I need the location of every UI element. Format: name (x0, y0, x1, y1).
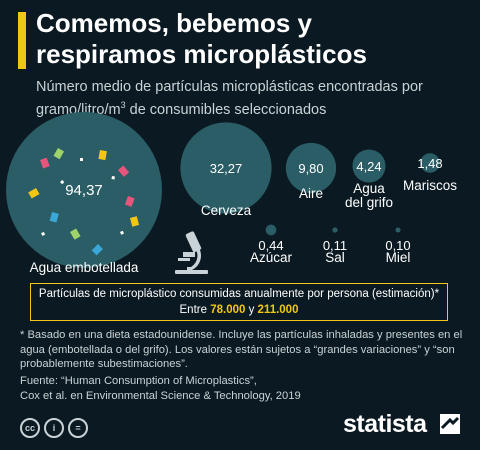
plastic-particle (60, 180, 65, 185)
plastic-particle (111, 176, 115, 180)
bubble-7 (395, 227, 401, 233)
category-label-6: Sal (325, 250, 345, 265)
statista-logo-icon (440, 414, 460, 434)
plastic-particle (124, 196, 135, 207)
value-label-6: 0,11 (323, 238, 347, 253)
value-label-4: 1,48 (417, 156, 442, 171)
title-line-2: respiramos microplásticos (36, 39, 367, 69)
plastic-particle (120, 230, 124, 235)
subtitle-superscript: 3 (120, 100, 126, 110)
callout-high-value: 211.000 (257, 304, 299, 316)
category-label-2: Aire (299, 186, 323, 201)
bubble-2 (285, 142, 337, 194)
license-icons: cc i = (20, 418, 88, 438)
category-label-4: Mariscos (403, 178, 457, 193)
bubble-6 (332, 227, 338, 233)
annual-consumption-callout: Partículas de microplástico consumidas a… (30, 283, 448, 321)
bubbles-layer: 94,37 Agua embotellada 32,27 Cerveza 9,80 Air… (6, 112, 457, 275)
bubble-3 (352, 149, 386, 183)
bubble-1 (180, 122, 272, 214)
plastic-particle (117, 165, 130, 177)
category-label-1: Cerveza (201, 203, 252, 218)
plastic-particle (28, 188, 40, 199)
plastic-particle (49, 212, 59, 223)
plastic-particle (98, 150, 107, 161)
bubble-5 (265, 224, 277, 236)
source-line-1: Fuente: “Human Consumption of Microplast… (20, 375, 257, 387)
value-label-5: 0,44 (258, 238, 283, 253)
plastic-particle (91, 244, 103, 256)
title-line-1: Comemos, bebemos y (36, 8, 312, 38)
statista-logo[interactable]: statista (343, 410, 427, 438)
value-label-7: 0,10 (385, 238, 410, 253)
attribution-icon[interactable]: i (44, 418, 64, 438)
creative-commons-icon[interactable]: cc (20, 418, 40, 438)
callout-low-value: 78.000 (210, 304, 246, 316)
category-label-3: Agua del grifo (345, 181, 393, 210)
callout-prefix: Entre (179, 304, 211, 316)
value-label-0: 94,37 (65, 182, 103, 199)
plastic-particle (41, 231, 46, 236)
subtitle-text-end: de consumibles seleccionados (125, 101, 327, 118)
page-title: Comemos, bebemos y respiramos microplást… (36, 8, 466, 70)
callout-description: Partículas de microplástico consumidas a… (38, 288, 440, 300)
no-derivatives-icon[interactable]: = (68, 418, 88, 438)
plastic-particle (129, 216, 140, 227)
callout-joiner: y (245, 304, 258, 316)
bubble-0 (6, 112, 162, 268)
value-label-1: 32,27 (210, 161, 243, 176)
category-label-5: Azúcar (250, 250, 293, 265)
plastic-particle (53, 148, 65, 160)
source-note: Fuente: “Human Consumption of Microplast… (20, 374, 465, 403)
category-label-0: Agua embotellada (30, 260, 139, 275)
callout-range: Entre 78.000 y 211.000 (31, 302, 447, 318)
category-label-7: Miel (386, 250, 411, 265)
plastic-particles (28, 148, 140, 256)
value-label-3: 4,24 (356, 159, 381, 174)
value-label-2: 9,80 (298, 161, 323, 176)
bubble-4 (420, 153, 440, 173)
plastic-particle (80, 158, 83, 161)
microscope-icon (175, 231, 208, 274)
plastic-particle (69, 228, 81, 240)
footnote: * Basado en una dieta estadounidense. In… (20, 329, 463, 370)
plastic-particle (40, 157, 50, 169)
subtitle: Número medio de partículas microplástica… (36, 78, 466, 119)
source-line-2: Cox et al. en Environmental Science & Te… (20, 389, 301, 402)
title-accent-bar (18, 12, 26, 69)
